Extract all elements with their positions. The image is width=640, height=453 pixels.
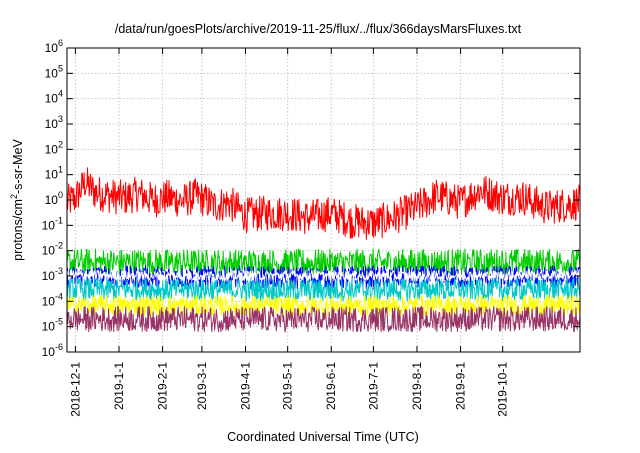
series-line (66, 248, 581, 278)
x-tick-label: 2019-10-1 (496, 362, 510, 417)
x-tick-label: 2019-1-1 (112, 362, 126, 410)
x-tick-label: 2019-9-1 (454, 362, 468, 410)
y-tick-label: 106 (45, 38, 63, 55)
y-tick-label: 10-2 (42, 241, 63, 258)
x-tick-label: 2018-12-1 (68, 362, 82, 417)
y-tick-label: 10-4 (42, 291, 63, 308)
y-axis-title-sup: 2 (9, 194, 19, 199)
series-line (66, 269, 581, 282)
y-tick-label: 10-5 (42, 317, 63, 334)
y-axis: 10-6 10-5 10-4 10-3 10-2 10-1 100 101 102 103 104 1… (42, 38, 580, 359)
x-tick-label: 2019-5-1 (281, 362, 295, 410)
y-axis-title-post: -s-sr-MeV (11, 138, 25, 194)
x-axis: 2018-12-1 2019-1-1 2019-2-1 2019-3-1 2019-4-… (68, 48, 510, 417)
series-layer (66, 167, 581, 333)
y-tick-label: 10-3 (42, 266, 63, 283)
series-line (66, 277, 581, 302)
x-tick-label: 2019-3-1 (195, 362, 209, 410)
y-tick-label: 101 (45, 165, 63, 182)
y-tick-label: 105 (45, 63, 63, 80)
y-axis-title: protons/cm2-s-sr-MeV (9, 138, 25, 260)
chart-title: /data/run/goesPlots/archive/2019-11-25/f… (115, 22, 522, 36)
x-tick-label: 2019-6-1 (324, 362, 338, 410)
y-tick-label: 102 (45, 139, 63, 156)
y-tick-label: 10-6 (42, 342, 63, 359)
y-tick-label: 100 (45, 190, 63, 207)
y-tick-label: 10-1 (42, 215, 63, 232)
series-line (66, 294, 581, 317)
y-tick-label: 103 (45, 114, 63, 131)
x-tick-label: 2019-7-1 (366, 362, 380, 410)
x-tick-label: 2019-8-1 (410, 362, 424, 410)
x-tick-label: 2019-2-1 (156, 362, 170, 410)
x-tick-label: 2019-4-1 (238, 362, 252, 410)
series-line (66, 167, 581, 240)
x-axis-title: Coordinated Universal Time (UTC) (227, 430, 419, 444)
series-line (66, 305, 581, 333)
y-tick-label: 104 (45, 89, 63, 106)
y-axis-title-pre: protons/cm (11, 199, 25, 261)
